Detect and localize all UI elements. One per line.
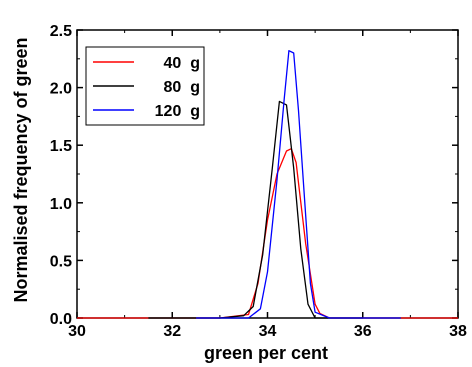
series-line-1 <box>148 100 363 319</box>
x-tick-label: 36 <box>354 323 372 340</box>
axes: 30 32 34 36 38 0.0 0.5 1.0 1.5 2.0 2.5 <box>50 23 467 340</box>
x-tick-label: 30 <box>68 323 86 340</box>
x-tick-label: 38 <box>449 323 467 340</box>
y-tick-label: 1.0 <box>50 196 72 213</box>
series-line-0 <box>77 148 458 319</box>
legend-label-2: 120 g <box>155 103 200 120</box>
legend-label-1: 80 g <box>164 79 200 96</box>
legend: 40 g 80 g 120 g <box>85 46 205 126</box>
y-tick-label: 1.5 <box>50 138 72 155</box>
y-axis-title: Normalised frequency of green <box>11 37 31 302</box>
x-tick-label: 32 <box>163 323 181 340</box>
y-tick-label: 2.0 <box>50 81 72 98</box>
x-axis-title: green per cent <box>204 343 328 363</box>
y-tick-label: 2.5 <box>50 23 72 40</box>
series-line-2 <box>196 50 401 319</box>
x-tick-label: 34 <box>259 323 277 340</box>
series-layer <box>77 50 458 319</box>
y-tick-label: 0.5 <box>50 253 72 270</box>
y-tick-label: 0.0 <box>50 311 72 328</box>
legend-label-0: 40 g <box>164 55 200 72</box>
